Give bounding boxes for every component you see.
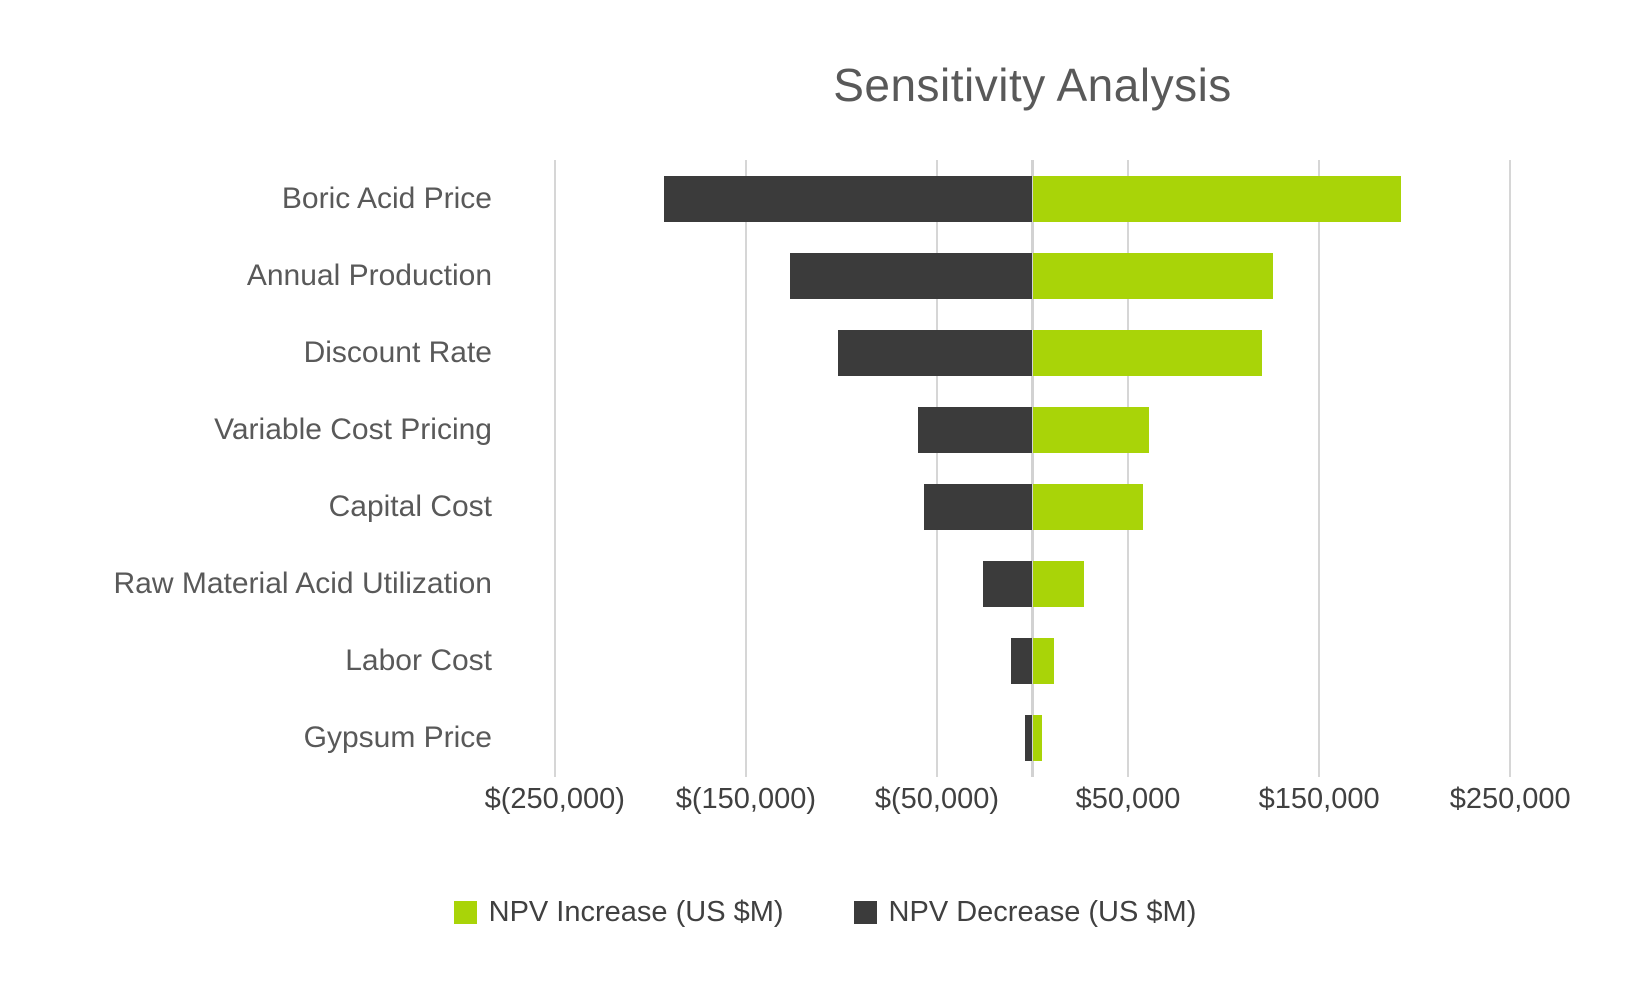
legend: NPV Increase (US $M) NPV Decrease (US $M… — [0, 896, 1650, 929]
plot-area — [507, 160, 1558, 777]
x-tick-label: $(50,000) — [874, 783, 1000, 815]
gridline — [744, 160, 747, 777]
category-label: Labor Cost — [345, 644, 492, 678]
x-tick-label: $50,000 — [1075, 783, 1181, 815]
npv-increase-bar — [1032, 406, 1150, 453]
x-tick-label: $150,000 — [1258, 783, 1380, 815]
npv-increase-swatch-icon — [453, 901, 477, 924]
npv-decrease-swatch-icon — [853, 901, 877, 924]
npv-decrease-bar — [837, 329, 1033, 376]
gridline — [1509, 160, 1512, 777]
category-label: Variable Cost Pricing — [214, 412, 492, 446]
category-label: Boric Acid Price — [281, 181, 492, 215]
zero-axis-line — [1031, 160, 1034, 777]
npv-decrease-bar — [982, 561, 1033, 608]
category-label: Annual Production — [246, 258, 492, 292]
gridline — [935, 160, 938, 777]
legend-label-npv-increase: NPV Increase (US $M) — [488, 896, 784, 928]
npv-increase-bar — [1032, 715, 1043, 762]
legend-label-npv-decrease: NPV Decrease (US $M) — [888, 896, 1197, 928]
category-label: Capital Cost — [328, 490, 492, 524]
legend-item-npv-decrease: NPV Decrease (US $M) — [853, 896, 1197, 929]
npv-increase-bar — [1032, 252, 1274, 299]
category-label: Raw Material Acid Utilization — [113, 567, 492, 601]
npv-increase-bar — [1032, 484, 1144, 531]
npv-decrease-bar — [789, 252, 1033, 299]
npv-decrease-bar — [663, 175, 1033, 222]
legend-item-npv-increase: NPV Increase (US $M) — [453, 896, 784, 929]
category-label: Gypsum Price — [303, 721, 492, 755]
gridline — [1127, 160, 1130, 777]
npv-increase-bar — [1032, 638, 1054, 685]
npv-decrease-bar — [923, 484, 1033, 531]
npv-decrease-bar — [1024, 715, 1033, 762]
npv-decrease-bar — [917, 406, 1033, 453]
npv-decrease-bar — [1011, 638, 1033, 685]
chart-title: Sensitivity Analysis — [833, 59, 1232, 111]
npv-increase-bar — [1032, 175, 1402, 222]
x-tick-label: $250,000 — [1449, 783, 1571, 815]
npv-increase-bar — [1032, 329, 1262, 376]
gridline — [553, 160, 556, 777]
npv-increase-bar — [1032, 561, 1085, 608]
x-tick-label: $(150,000) — [675, 783, 816, 815]
x-tick-label: $(250,000) — [484, 783, 625, 815]
gridline — [1318, 160, 1321, 777]
category-label: Discount Rate — [303, 335, 492, 369]
